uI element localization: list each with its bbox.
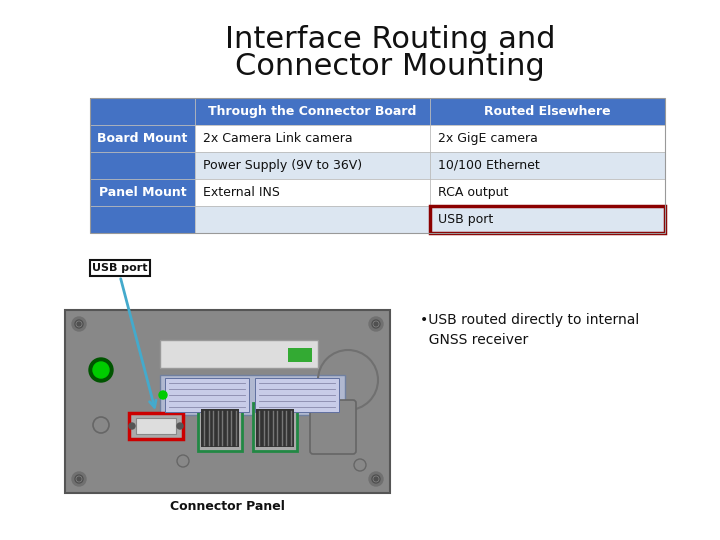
- Circle shape: [89, 358, 113, 382]
- Bar: [65, 310, 390, 493]
- Text: Connector Mounting: Connector Mounting: [235, 52, 545, 81]
- Bar: [165, 378, 249, 412]
- Bar: [129, 413, 183, 439]
- Bar: [195, 152, 430, 179]
- Circle shape: [72, 472, 86, 486]
- Bar: [430, 125, 665, 152]
- Bar: [90, 179, 195, 206]
- Text: External INS: External INS: [203, 186, 280, 199]
- Bar: [195, 179, 430, 206]
- Circle shape: [75, 475, 83, 483]
- Text: 2x Camera Link camera: 2x Camera Link camera: [203, 132, 353, 145]
- Bar: [430, 206, 665, 233]
- Text: Panel Mount: Panel Mount: [99, 186, 186, 199]
- Bar: [288, 348, 312, 362]
- Bar: [256, 409, 294, 447]
- Circle shape: [369, 472, 383, 486]
- Text: •USB routed directly to internal
  GNSS receiver: •USB routed directly to internal GNSS re…: [420, 313, 639, 347]
- Bar: [430, 98, 665, 125]
- Bar: [90, 98, 665, 233]
- Circle shape: [159, 391, 167, 399]
- Text: Through the Connector Board: Through the Connector Board: [208, 105, 417, 118]
- Bar: [90, 152, 195, 179]
- Text: Interface Routing and: Interface Routing and: [225, 25, 555, 54]
- Circle shape: [75, 320, 83, 328]
- Text: Routed Elsewhere: Routed Elsewhere: [484, 105, 611, 118]
- Bar: [430, 152, 665, 179]
- Circle shape: [369, 317, 383, 331]
- Circle shape: [372, 320, 380, 328]
- Bar: [253, 403, 297, 451]
- Circle shape: [372, 475, 380, 483]
- Bar: [90, 206, 195, 233]
- Text: 2x GigE camera: 2x GigE camera: [438, 132, 538, 145]
- Text: RCA output: RCA output: [438, 186, 508, 199]
- Text: USB port: USB port: [438, 213, 493, 226]
- Text: 10/100 Ethernet: 10/100 Ethernet: [438, 159, 540, 172]
- FancyArrowPatch shape: [121, 279, 156, 407]
- Bar: [90, 260, 150, 276]
- Bar: [160, 375, 345, 415]
- Text: Connector Panel: Connector Panel: [170, 500, 285, 512]
- Circle shape: [129, 423, 135, 429]
- Bar: [198, 403, 242, 451]
- Bar: [195, 125, 430, 152]
- Bar: [90, 98, 195, 125]
- Bar: [160, 340, 318, 368]
- FancyBboxPatch shape: [310, 400, 356, 454]
- Bar: [195, 98, 430, 125]
- Bar: [430, 206, 665, 233]
- Text: Board Mount: Board Mount: [97, 132, 188, 145]
- Circle shape: [177, 423, 183, 429]
- Bar: [430, 179, 665, 206]
- Text: USB port: USB port: [92, 263, 148, 273]
- Bar: [136, 418, 176, 434]
- Text: Power Supply (9V to 36V): Power Supply (9V to 36V): [203, 159, 362, 172]
- Circle shape: [72, 317, 86, 331]
- Bar: [255, 378, 339, 412]
- Bar: [201, 409, 239, 447]
- Bar: [195, 206, 430, 233]
- Circle shape: [93, 362, 109, 378]
- Bar: [90, 125, 195, 152]
